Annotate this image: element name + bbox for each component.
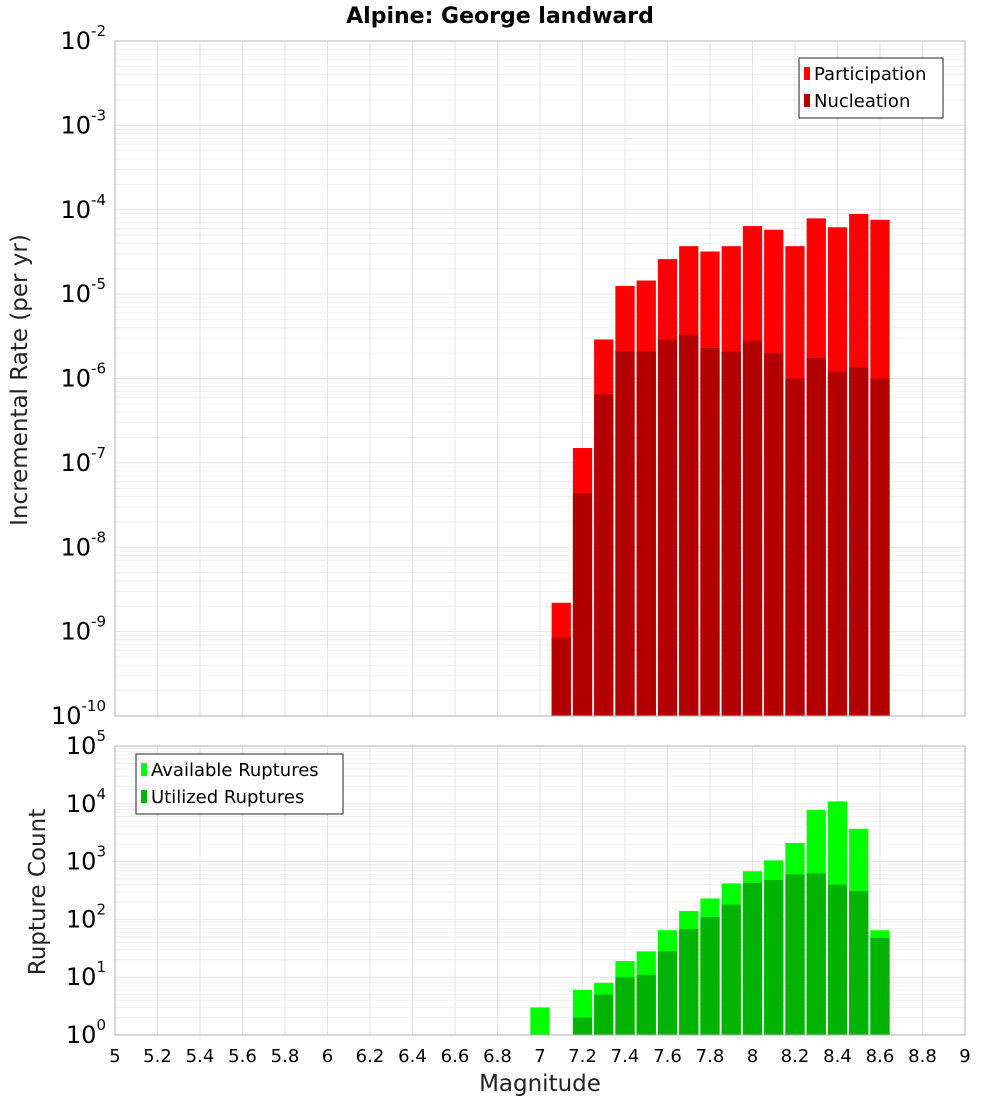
rate-y-tick-label: 10-3 — [60, 106, 106, 139]
x-tick-label: 9 — [959, 1046, 970, 1067]
chart-title: Alpine: George landward — [346, 4, 654, 29]
count-plot-frame — [114, 745, 966, 1036]
rate-bar-nucleation-8-2 — [785, 378, 805, 716]
count-bar-utilized-ruptures-8-4 — [827, 884, 848, 1035]
rate-bar-nucleation-8-5 — [849, 367, 869, 716]
x-tick-label: 5.8 — [271, 1046, 300, 1067]
rate-legend: Participation Nucleation — [798, 57, 944, 119]
count-bar-utilized-ruptures-7-6 — [657, 951, 678, 1035]
count-legend-swatch — [141, 763, 147, 776]
count-bar-utilized-ruptures-7-3 — [594, 994, 614, 1035]
count-legend: Available Ruptures Utilized Ruptures — [135, 753, 344, 815]
count-bar-utilized-ruptures-7-2 — [572, 1017, 593, 1035]
rate-bar-nucleation-7-2 — [572, 492, 593, 716]
count-legend-box — [135, 753, 344, 815]
rate-legend-swatch — [804, 94, 810, 107]
rate-bar-nucleation-8-3 — [806, 357, 826, 716]
x-tick-label: 7.2 — [568, 1046, 597, 1067]
rate-y-tick-label: 10-4 — [60, 191, 106, 224]
x-tick-label: 7 — [534, 1046, 545, 1067]
rate-bar-nucleation-7-6 — [657, 339, 678, 716]
x-tick-label: 7.4 — [611, 1046, 640, 1067]
rate-plot-frame — [114, 40, 966, 717]
count-y-tick-label: 105 — [66, 727, 106, 760]
rupture-count-panel: 100 101 102 103 104 105 5 5.2 5.4 5.6 5.8 6 6.2 6.4 6.… — [66, 727, 971, 1067]
x-tick-label: 8.4 — [823, 1046, 852, 1067]
rate-bar-nucleation-7-3 — [594, 394, 614, 716]
rate-y-tick-label: 10-9 — [60, 613, 106, 646]
rate-y-axis-label: Incremental Rate (per yr) — [7, 234, 33, 526]
rate-y-tick-label: 10-6 — [60, 360, 106, 393]
count-legend-swatch — [141, 790, 147, 803]
count-bar-utilized-ruptures-7-7 — [679, 929, 699, 1035]
x-tick-label: 5.4 — [186, 1046, 215, 1067]
count-bar-available-ruptures-7 — [530, 1007, 550, 1035]
count-bar-utilized-ruptures-8-5 — [849, 891, 869, 1035]
x-tick-label: 6.6 — [441, 1046, 470, 1067]
count-y-tick-label: 102 — [66, 900, 106, 933]
rate-legend-swatch — [804, 67, 810, 80]
count-y-axis-label: Rupture Count — [25, 809, 51, 975]
count-bar-utilized-ruptures-8 — [742, 882, 763, 1035]
x-tick-label: 6.8 — [483, 1046, 512, 1067]
rate-bar-nucleation-8-1 — [764, 353, 784, 716]
x-tick-label: 8.8 — [908, 1046, 937, 1067]
rate-bar-nucleation-8-6 — [870, 378, 890, 716]
count-legend-entry: Available Ruptures — [151, 760, 319, 781]
rate-y-tick-label: 10-2 — [60, 22, 106, 55]
rate-y-tick-label: 10-5 — [60, 275, 106, 308]
x-tick-label: 6.4 — [398, 1046, 427, 1067]
count-bar-utilized-ruptures-8-6 — [870, 937, 890, 1035]
count-bar-utilized-ruptures-8-1 — [764, 880, 784, 1035]
x-tick-label: 7.8 — [696, 1046, 725, 1067]
x-tick-label: 7.6 — [653, 1046, 682, 1067]
count-bar-utilized-ruptures-8-3 — [806, 873, 826, 1035]
rate-legend-box — [798, 57, 944, 119]
count-y-tick-label: 101 — [66, 958, 106, 991]
rate-legend-entry: Participation — [814, 64, 926, 85]
rate-bar-nucleation-7-9 — [721, 351, 741, 716]
rate-panel: 10-10 10-9 10-8 10-7 10-6 10-5 10-4 10-3 10-2 Par… — [51, 22, 966, 730]
count-bar-utilized-ruptures-7-8 — [700, 917, 720, 1035]
rate-bar-nucleation-7-4 — [615, 351, 635, 716]
count-legend-entry: Utilized Ruptures — [151, 787, 304, 808]
x-tick-label: 8 — [747, 1046, 758, 1067]
x-tick-label: 5.2 — [143, 1046, 172, 1067]
x-tick-label: 8.6 — [866, 1046, 895, 1067]
rate-bar-nucleation-7-7 — [679, 334, 699, 716]
rate-bar-nucleation-7-8 — [700, 347, 720, 716]
count-y-tick-label: 100 — [66, 1016, 106, 1049]
x-tick-label: 6 — [322, 1046, 333, 1067]
x-tick-label: 5.6 — [228, 1046, 257, 1067]
x-tick-label: 8.2 — [781, 1046, 810, 1067]
count-y-tick-label: 103 — [66, 843, 106, 876]
count-bar-utilized-ruptures-7-9 — [721, 904, 741, 1035]
rate-y-tick-label: 10-7 — [60, 444, 106, 477]
rate-bar-nucleation-7-1 — [551, 637, 571, 716]
count-bar-utilized-ruptures-7-4 — [615, 977, 635, 1035]
rate-bar-nucleation-7-5 — [636, 351, 656, 716]
rate-y-tick-label: 10-8 — [60, 528, 106, 561]
x-tick-label: 6.2 — [356, 1046, 385, 1067]
rate-bar-nucleation-8-4 — [827, 371, 848, 716]
count-y-tick-label: 104 — [66, 785, 106, 818]
rate-bar-nucleation-8 — [742, 340, 763, 716]
count-bar-utilized-ruptures-7-5 — [636, 974, 656, 1035]
count-bar-utilized-ruptures-8-2 — [785, 874, 805, 1035]
x-tick-label: 5 — [109, 1046, 120, 1067]
rate-legend-entry: Nucleation — [814, 91, 910, 112]
rate-y-tick-label: 10-10 — [51, 697, 106, 730]
magnitude-x-axis-label: Magnitude — [479, 1071, 601, 1097]
